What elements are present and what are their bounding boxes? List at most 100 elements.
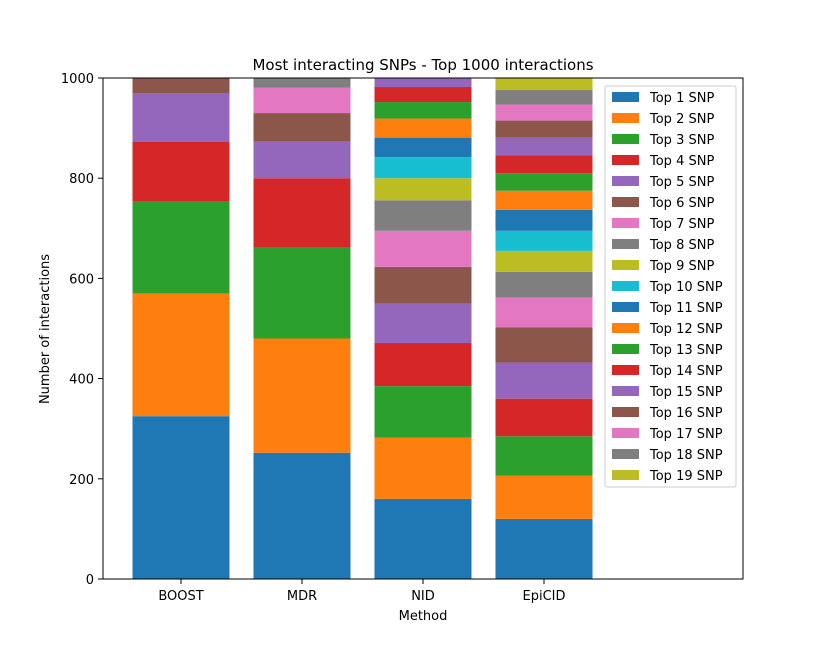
legend-label: Top 18 SNP	[649, 448, 723, 463]
legend-label: Top 17 SNP	[649, 427, 723, 442]
y-tick-label: 200	[69, 473, 94, 488]
legend-label: Top 16 SNP	[649, 406, 723, 421]
bar-segment	[495, 190, 593, 210]
legend-label: Top 14 SNP	[649, 364, 723, 379]
x-axis-label: Method	[399, 609, 448, 624]
legend-swatch	[612, 344, 639, 354]
bar-segment	[374, 230, 472, 267]
legend-label: Top 8 SNP	[649, 238, 714, 253]
bar-segment	[374, 102, 472, 119]
bar-segment	[132, 93, 230, 142]
y-axis-label: Number of interactions	[38, 254, 53, 404]
legend-swatch	[612, 449, 639, 459]
bar-segment	[495, 250, 593, 272]
x-axis: BOOST MDR NID EpiCID	[158, 579, 566, 604]
legend-swatch	[612, 365, 639, 375]
legend-swatch	[612, 260, 639, 270]
legend-swatch	[612, 197, 639, 207]
legend-label: Top 4 SNP	[649, 154, 714, 169]
bar-segment	[495, 475, 593, 519]
bar-segment	[374, 303, 472, 344]
bar-segment	[374, 266, 472, 304]
bar-segment	[495, 271, 593, 298]
bar-segment	[495, 78, 593, 91]
legend-swatch	[612, 428, 639, 438]
bar-segment	[374, 87, 472, 103]
legend-swatch	[612, 407, 639, 417]
chart-title: Most interacting SNPs - Top 1000 interac…	[252, 56, 593, 74]
bar-segment	[495, 362, 593, 399]
bar-segment	[253, 178, 351, 248]
bar-segment	[374, 343, 472, 387]
bar-segment	[495, 398, 593, 437]
bar-segment	[374, 118, 472, 138]
bar-segment	[253, 87, 351, 114]
legend-label: Top 5 SNP	[649, 175, 714, 190]
legend-label: Top 11 SNP	[649, 301, 723, 316]
legend-swatch	[612, 470, 639, 480]
legend-label: Top 3 SNP	[649, 133, 714, 148]
x-tick-label: EpiCID	[523, 589, 566, 604]
bar-segment	[495, 137, 593, 156]
bars-group	[132, 78, 593, 579]
legend-swatch	[612, 92, 639, 102]
bar-segment	[495, 436, 593, 476]
bar-segment	[132, 416, 230, 579]
legend-swatch	[612, 323, 639, 333]
bar-segment	[374, 200, 472, 231]
legend-label: Top 15 SNP	[649, 385, 723, 400]
legend-label: Top 13 SNP	[649, 343, 723, 358]
bar-segment	[495, 90, 593, 105]
legend: Top 1 SNP Top 2 SNP Top 3 SNP Top 4 SNP Top …	[604, 85, 737, 488]
bar-segment	[374, 137, 472, 158]
legend-swatch	[612, 239, 639, 249]
bar-segment	[495, 297, 593, 328]
bar-segment	[495, 230, 593, 251]
legend-swatch	[612, 176, 639, 186]
legend-swatch	[612, 302, 639, 312]
y-tick-label: 600	[69, 272, 94, 287]
y-tick-label: 400	[69, 373, 94, 388]
bar-segment	[132, 141, 230, 202]
bar-segment	[374, 437, 472, 499]
y-tick-label: 1000	[61, 72, 94, 87]
y-tick-label: 800	[69, 172, 94, 187]
bar-segment	[495, 209, 593, 231]
legend-label: Top 6 SNP	[649, 196, 714, 211]
bar-segment	[495, 327, 593, 363]
legend-label: Top 7 SNP	[649, 217, 714, 232]
bar-segment	[253, 452, 351, 579]
legend-swatch	[612, 218, 639, 228]
bar-segment	[495, 104, 593, 121]
bar-segment	[253, 113, 351, 142]
x-tick-label: BOOST	[158, 589, 203, 604]
bar-segment	[495, 173, 593, 191]
bar-segment	[132, 78, 230, 94]
bar-segment	[495, 518, 593, 579]
legend-label: Top 10 SNP	[649, 280, 723, 295]
legend-swatch	[612, 155, 639, 165]
y-tick-label: 0	[86, 573, 94, 588]
bar-segment	[374, 498, 472, 579]
legend-label: Top 9 SNP	[649, 259, 714, 274]
bar-segment	[253, 338, 351, 453]
bar-segment	[253, 247, 351, 339]
bar-segment	[374, 178, 472, 201]
bar-segment	[253, 78, 351, 88]
bar-segment	[132, 293, 230, 417]
legend-swatch	[612, 386, 639, 396]
legend-label: Top 2 SNP	[649, 112, 714, 127]
legend-label: Top 19 SNP	[649, 469, 723, 484]
legend-label: Top 12 SNP	[649, 322, 723, 337]
legend-swatch	[612, 113, 639, 123]
y-axis: 0 200 400 600 800 1000	[61, 72, 103, 588]
bar-segment	[495, 155, 593, 174]
legend-swatch	[612, 281, 639, 291]
bar-segment	[253, 141, 351, 179]
bar-segment	[374, 78, 472, 88]
x-tick-label: NID	[411, 589, 435, 604]
legend-label: Top 1 SNP	[649, 91, 714, 106]
bar-segment	[374, 157, 472, 179]
bar-segment	[495, 120, 593, 138]
